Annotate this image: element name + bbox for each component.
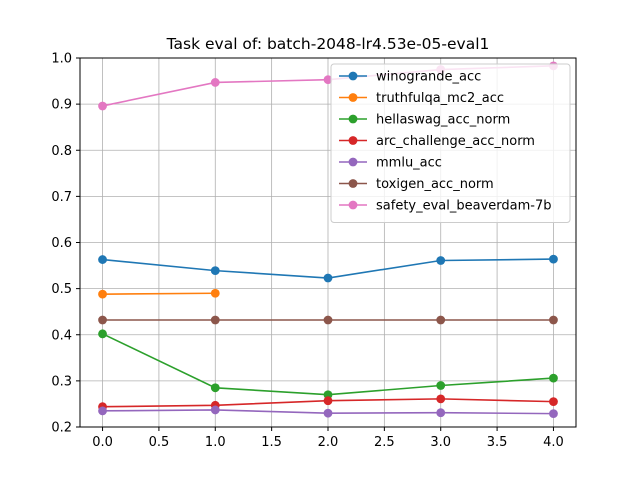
series-mmlu-acc <box>98 405 558 419</box>
chart-title: Task eval of: batch-2048-lr4.53e-05-eval… <box>166 35 490 53</box>
data-point <box>98 406 107 416</box>
y-tick-label: 0.5 <box>51 282 72 297</box>
y-tick-label: 0.3 <box>51 374 72 389</box>
legend-swatch-marker <box>348 114 358 124</box>
data-point <box>98 289 107 299</box>
legend-item: winogrande_acc <box>339 70 481 85</box>
legend-item: safety_eval_beaverdam-7b <box>339 199 552 214</box>
legend-label: hellaswag_acc_norm <box>376 113 510 128</box>
data-point <box>210 405 220 415</box>
legend-item: arc_challenge_acc_norm <box>339 134 535 149</box>
legend: winogrande_acc truthfulqa_mc2_acc hellaswa… <box>330 63 571 223</box>
data-point <box>549 397 558 407</box>
y-tick-label: 1.0 <box>51 52 72 67</box>
data-point <box>98 255 107 264</box>
x-tick-label: 0.0 <box>92 435 113 450</box>
data-point <box>210 288 220 298</box>
legend-item: truthfulqa_mc2_acc <box>339 91 504 106</box>
y-tick-label: 0.9 <box>51 98 72 113</box>
series-hellaswag-acc-norm <box>98 329 558 400</box>
legend-swatch-marker <box>348 200 358 210</box>
data-point <box>323 408 333 418</box>
legend-label: truthfulqa_mc2_acc <box>376 91 504 106</box>
data-point <box>549 315 558 325</box>
legend-item: mmlu_acc <box>339 156 442 171</box>
legend-label: toxigen_acc_norm <box>376 177 494 192</box>
data-point <box>98 315 107 325</box>
series-lines <box>98 61 558 419</box>
data-point <box>436 394 446 404</box>
x-tick-label: 2.5 <box>374 435 395 450</box>
data-point <box>549 373 558 383</box>
data-point <box>210 315 220 325</box>
series-line <box>102 292 216 295</box>
legend-item: hellaswag_acc_norm <box>339 113 510 128</box>
data-point <box>210 266 220 276</box>
data-point <box>436 315 446 325</box>
data-point <box>323 75 333 85</box>
legend-label: winogrande_acc <box>376 70 481 85</box>
axes: 0.0 0.5 1.0 1.5 2.0 2.5 3.0 3.5 4.0 0.2 0.3 0.4 0.5 0… <box>51 52 577 450</box>
x-tick-label: 2.0 <box>318 435 339 450</box>
data-point <box>549 254 558 264</box>
legend-item: toxigen_acc_norm <box>339 177 494 192</box>
y-tick-label: 0.4 <box>51 328 72 343</box>
x-tick-label: 3.5 <box>487 435 508 450</box>
x-tick-label: 1.0 <box>205 435 226 450</box>
x-tick-label: 0.5 <box>149 435 170 450</box>
series-winogrande-acc <box>98 254 558 283</box>
data-point <box>436 381 446 390</box>
legend-swatch-marker <box>348 93 358 102</box>
data-point <box>98 101 107 111</box>
legend-swatch-marker <box>348 179 358 188</box>
data-point <box>436 256 446 265</box>
legend-label: mmlu_acc <box>376 156 442 171</box>
data-point <box>98 329 107 339</box>
data-point <box>323 273 333 283</box>
x-tick-label: 3.0 <box>430 435 451 450</box>
y-tick-label: 0.6 <box>51 236 72 251</box>
legend-label: arc_challenge_acc_norm <box>376 134 535 149</box>
data-point <box>323 396 333 406</box>
y-tick-label: 0.2 <box>51 421 72 436</box>
data-point <box>210 78 220 87</box>
data-point <box>549 409 558 419</box>
x-tick-label: 1.5 <box>261 435 282 450</box>
legend-swatch-marker <box>348 136 358 145</box>
data-point <box>436 408 446 418</box>
data-point <box>210 383 220 393</box>
legend-box <box>330 63 571 223</box>
x-tick-label: 4.0 <box>543 435 564 450</box>
legend-swatch-marker <box>348 71 358 81</box>
legend-swatch-marker <box>348 157 358 167</box>
series-truthfulqa-mc2-acc <box>98 288 220 299</box>
y-tick-label: 0.8 <box>51 144 72 159</box>
y-tick-label: 0.7 <box>51 190 72 205</box>
legend-label: safety_eval_beaverdam-7b <box>376 199 552 214</box>
data-point <box>323 315 333 325</box>
series-toxigen-acc-norm <box>98 315 558 325</box>
